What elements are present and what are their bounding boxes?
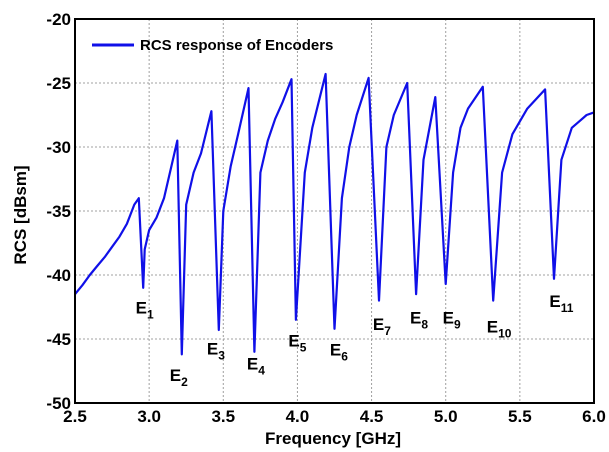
series-layer bbox=[74, 72, 595, 356]
encoder-label: E9 bbox=[443, 309, 461, 332]
plot-frame bbox=[74, 18, 595, 404]
x-tick-label: 3.5 bbox=[211, 407, 235, 426]
encoder-label: E4 bbox=[247, 355, 265, 378]
y-tick-label: -25 bbox=[46, 74, 71, 93]
encoder-annotations: E1 E2 E3 E4 E5 E6 E7 E8 E9 E10 E11 bbox=[136, 292, 574, 389]
x-tick-label: 4.0 bbox=[286, 407, 310, 426]
series-line bbox=[74, 72, 595, 356]
x-tick-label: 6.0 bbox=[582, 407, 606, 426]
encoder-label: E8 bbox=[410, 309, 428, 332]
legend: RCS response of Encoders bbox=[92, 37, 333, 54]
y-axis-label: RCS [dBsm] bbox=[11, 165, 30, 264]
x-tick-label: 4.5 bbox=[360, 407, 384, 426]
x-tick-label: 5.0 bbox=[434, 407, 458, 426]
encoder-label: E5 bbox=[288, 332, 306, 355]
x-tick-labels: 2.5 3.0 3.5 4.0 4.5 5.0 5.5 6.0 bbox=[63, 407, 606, 426]
y-tick-label: -20 bbox=[46, 10, 71, 29]
encoder-label: E10 bbox=[487, 318, 512, 341]
encoder-label: E7 bbox=[373, 315, 391, 338]
y-tick-labels: -20 -25 -30 -35 -40 -45 -50 bbox=[46, 10, 71, 413]
legend-label: RCS response of Encoders bbox=[140, 37, 333, 54]
encoder-label: E2 bbox=[170, 366, 188, 389]
encoder-label: E11 bbox=[549, 292, 573, 315]
encoder-label: E6 bbox=[330, 341, 348, 364]
x-tick-label: 2.5 bbox=[63, 407, 87, 426]
x-tick-label: 5.5 bbox=[508, 407, 532, 426]
x-tick-label: 3.0 bbox=[137, 407, 161, 426]
encoder-label: E1 bbox=[136, 298, 154, 321]
y-tick-label: -45 bbox=[46, 330, 71, 349]
y-tick-label: -30 bbox=[46, 138, 71, 157]
encoder-label: E3 bbox=[207, 339, 225, 362]
y-tick-label: -35 bbox=[46, 202, 71, 221]
x-axis-label: Frequency [GHz] bbox=[265, 429, 401, 448]
y-tick-label: -40 bbox=[46, 266, 71, 285]
y-tick-label: -50 bbox=[46, 394, 71, 413]
